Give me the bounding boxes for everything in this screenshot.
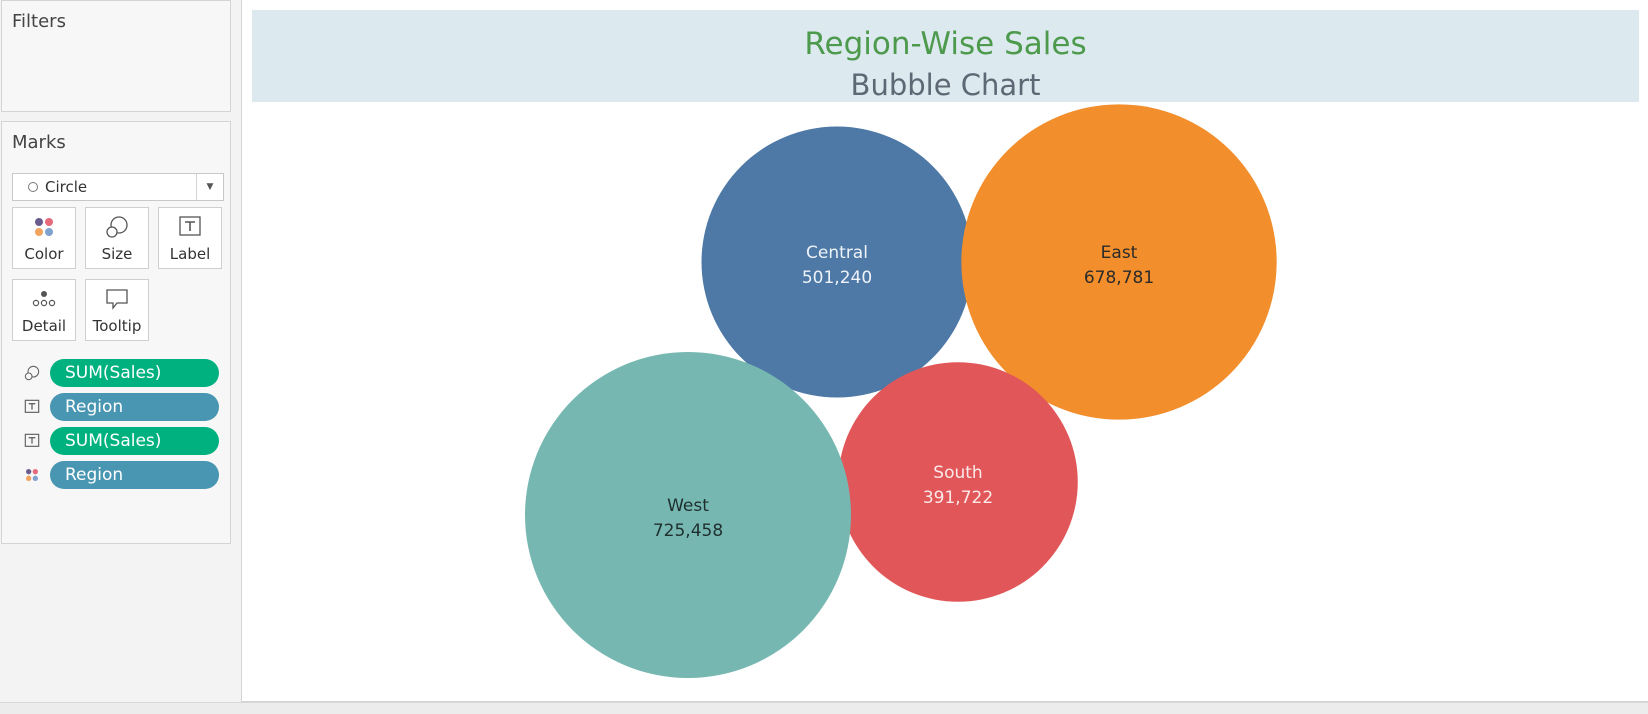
chart-title: Region-Wise Sales	[804, 26, 1087, 62]
label-icon	[24, 399, 40, 415]
title-band: Region-Wise Sales Bubble Chart	[252, 10, 1639, 102]
label-icon	[159, 215, 221, 239]
color-card-label: Color	[24, 245, 64, 263]
mark-type-label: Circle	[45, 178, 88, 196]
size-icon	[24, 365, 40, 381]
color-card[interactable]: Color	[12, 207, 76, 269]
size-pill[interactable]: SUM(Sales)	[50, 359, 219, 387]
bubble-value-south: 391,722	[923, 488, 993, 508]
bubble-chart[interactable]: Central 501,240 East 678,781 South 391,722 Wes…	[242, 0, 1647, 701]
color-region-pill[interactable]: Region	[50, 461, 219, 489]
chart-subtitle: Bubble Chart	[850, 68, 1041, 102]
detail-card-label: Detail	[21, 317, 67, 335]
detail-icon	[13, 287, 75, 311]
size-card-label: Size	[101, 245, 133, 263]
bubble-label-central: Central	[806, 243, 868, 263]
label-icon	[24, 433, 40, 449]
bubble-west[interactable]	[525, 352, 851, 678]
bubble-south[interactable]	[838, 362, 1078, 602]
bubble-central[interactable]	[701, 126, 973, 398]
mark-type-dropdown[interactable]: Circle ▼	[12, 173, 224, 201]
label-region-pill[interactable]: Region	[50, 393, 219, 421]
bubble-label-west: West	[667, 496, 709, 516]
tooltip-card[interactable]: Tooltip	[85, 279, 149, 341]
sheet-tab-bar	[0, 702, 1648, 714]
label-card-label: Label	[169, 245, 211, 263]
detail-card[interactable]: Detail	[12, 279, 76, 341]
marks-title: Marks	[12, 132, 66, 153]
bubble-label-east: East	[1101, 243, 1138, 263]
color-dots-icon	[13, 215, 75, 239]
chevron-down-icon[interactable]: ▼	[196, 174, 223, 200]
color-dots-icon	[24, 467, 40, 483]
label-sales-pill[interactable]: SUM(Sales)	[50, 427, 219, 455]
bubble-east[interactable]	[961, 104, 1277, 420]
bubble-value-east: 678,781	[1084, 268, 1154, 288]
filters-title: Filters	[12, 11, 66, 32]
label-card[interactable]: Label	[158, 207, 222, 269]
filters-shelf[interactable]: Filters	[1, 0, 231, 112]
bubble-label-south: South	[933, 463, 982, 483]
bubble-value-central: 501,240	[802, 268, 872, 288]
chart-view[interactable]: Region-Wise Sales Bubble Chart Central 50…	[241, 0, 1648, 702]
marks-card: Marks Circle ▼ Color Size	[1, 121, 231, 544]
tooltip-card-label: Tooltip	[92, 317, 142, 335]
size-icon	[86, 215, 148, 239]
circle-mark-icon	[28, 182, 38, 192]
tooltip-icon	[86, 287, 148, 311]
size-card[interactable]: Size	[85, 207, 149, 269]
bubble-value-west: 725,458	[653, 521, 723, 541]
